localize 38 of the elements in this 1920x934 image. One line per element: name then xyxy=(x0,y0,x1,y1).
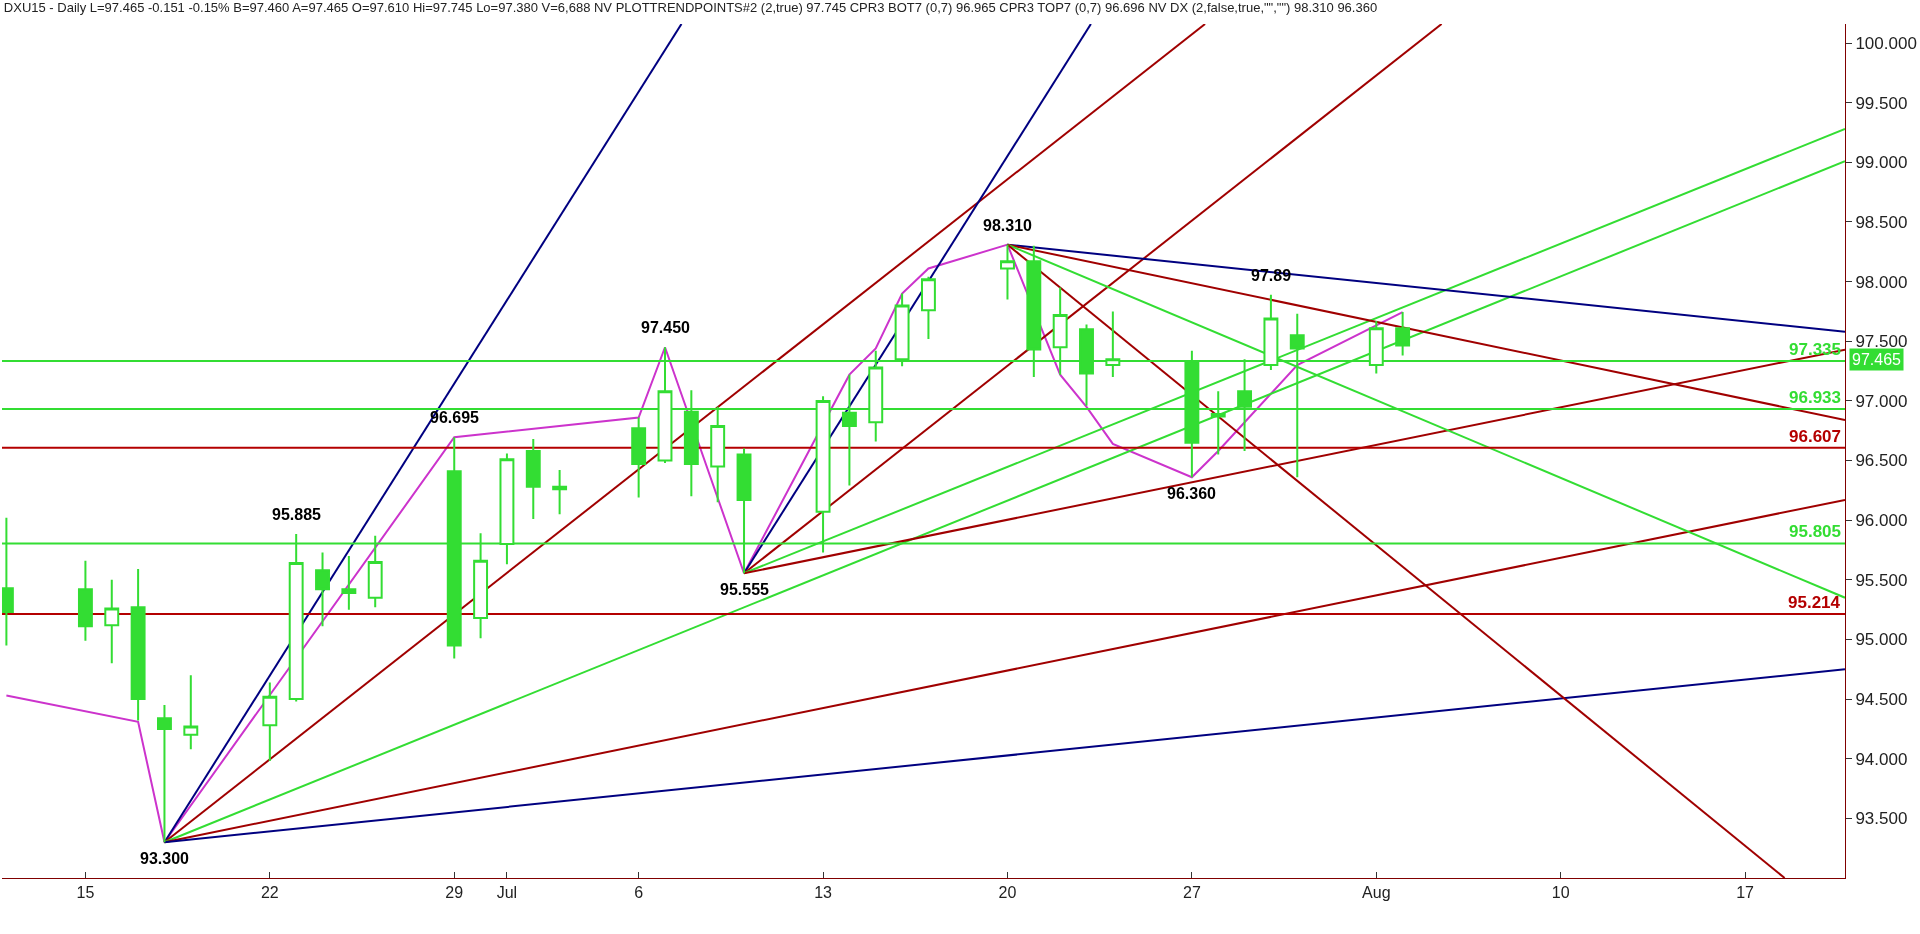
ref-line-label: 95.214 xyxy=(1788,593,1841,612)
ref-line-label: 95.805 xyxy=(1789,522,1841,541)
x-tick-label: 6 xyxy=(634,884,644,902)
annotation: 98.310 xyxy=(983,217,1033,234)
x-tick-label: 17 xyxy=(1736,884,1755,902)
y-tick-label: 100.000 xyxy=(1855,34,1917,54)
annotation: 96.360 xyxy=(1167,485,1217,502)
annotation: 97.450 xyxy=(641,319,691,336)
x-tick-label: 27 xyxy=(1182,884,1201,902)
annotation: 95.555 xyxy=(720,581,770,598)
y-tick-label: 94.000 xyxy=(1855,749,1908,769)
text: 97.465 xyxy=(1852,351,1902,368)
ref-line-label: 96.607 xyxy=(1789,427,1841,446)
y-tick-label: 98.000 xyxy=(1855,272,1908,292)
x-tick-label: 22 xyxy=(260,884,279,902)
y-tick-label: 95.500 xyxy=(1855,570,1908,590)
x-tick-label: Aug xyxy=(1362,884,1391,902)
x-tick-label: 20 xyxy=(998,884,1017,902)
y-tick-label: 99.000 xyxy=(1855,153,1908,173)
y-tick-label: 96.500 xyxy=(1855,451,1908,471)
y-tick-label: 93.500 xyxy=(1855,809,1908,829)
x-tick-label: 10 xyxy=(1551,884,1570,902)
y-tick-label: 97.000 xyxy=(1855,391,1908,411)
x-tick-label: 29 xyxy=(445,884,464,902)
x-tick-label: 13 xyxy=(814,884,833,902)
y-tick-label: 96.000 xyxy=(1855,511,1908,531)
annotation: 95.885 xyxy=(272,506,322,523)
y-tick-label: 97.500 xyxy=(1855,332,1908,352)
ref-line-label: 96.933 xyxy=(1789,388,1841,407)
annotation: 93.300 xyxy=(140,850,190,867)
y-tick-label: 99.500 xyxy=(1855,93,1908,113)
x-tick-label: Jul xyxy=(496,884,518,902)
y-tick-label: 94.500 xyxy=(1855,690,1908,710)
y-tick-label: 98.500 xyxy=(1855,212,1908,232)
chart-title: DXU15 - Daily L=97.465 -0.151 -0.15% B=97.460 A=97.465 O=97.610 Hi=97.745 Lo=97.380 V=6,688 NV PLOTTRENDPOINTS#2 (2,true) 97.745 CPR3 BOT7 (0,7) 96.965 CPR3 TOP7 (0,7) 96.696 NV DX (2,false,true,"","") 98.310 96.360 xyxy=(3,0,1378,15)
x-tick-label: 15 xyxy=(76,884,95,902)
ref-line-label: 97.335 xyxy=(1789,340,1841,359)
y-tick-label: 95.000 xyxy=(1855,630,1908,650)
